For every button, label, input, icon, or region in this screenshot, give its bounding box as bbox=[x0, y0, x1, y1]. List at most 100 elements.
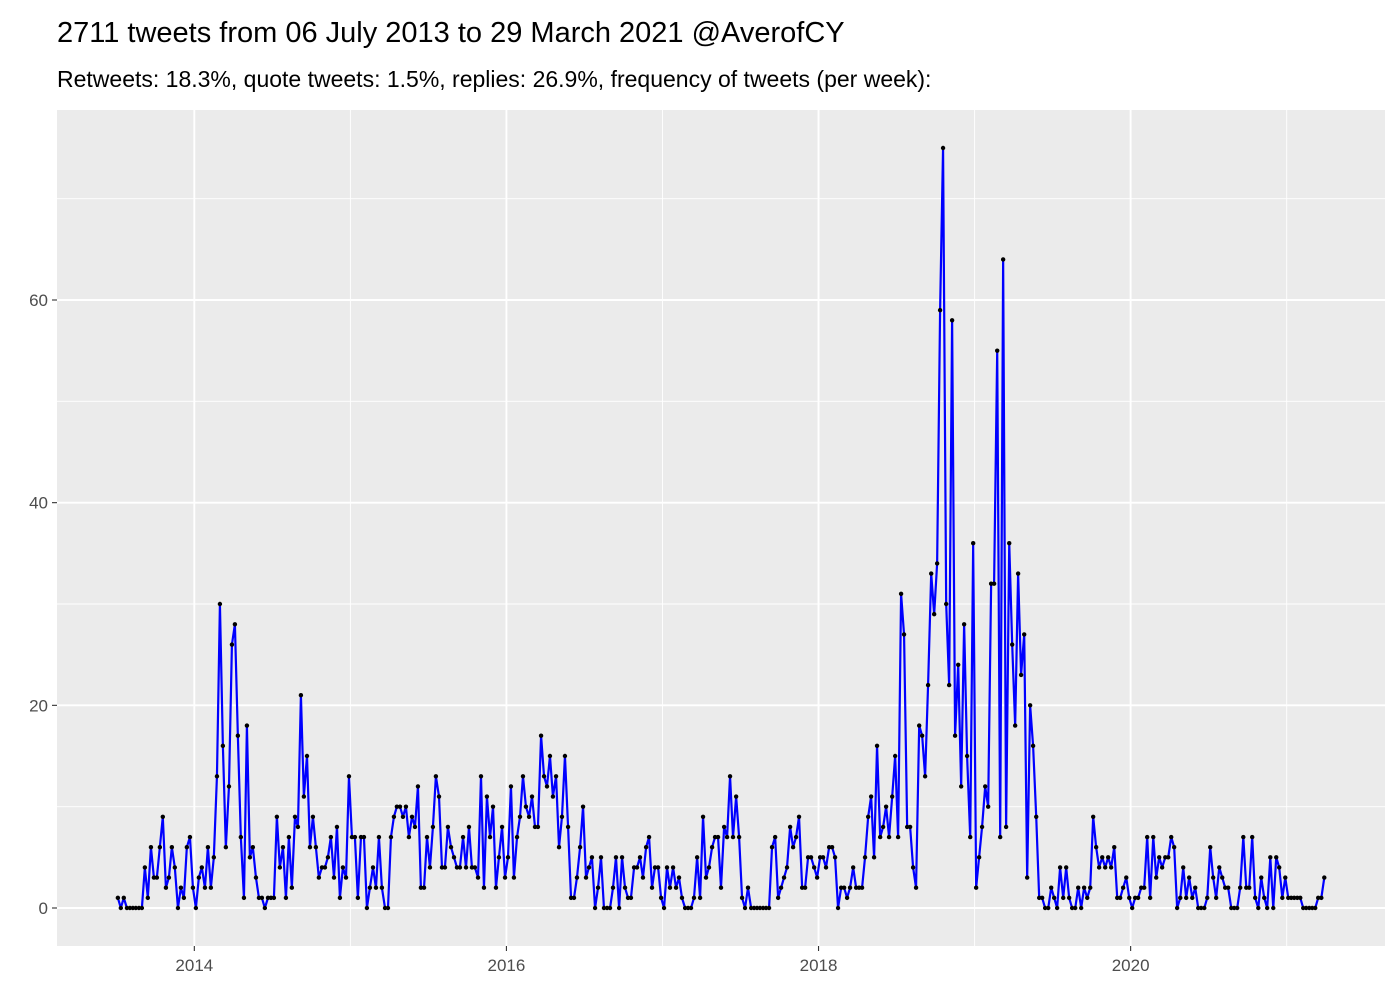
data-point bbox=[328, 834, 334, 840]
data-point bbox=[616, 905, 622, 911]
data-point bbox=[178, 885, 184, 890]
data-point bbox=[892, 753, 898, 759]
data-point bbox=[982, 784, 988, 789]
chart-title: 2711 tweets from 06 July 2013 to 29 Marc… bbox=[57, 17, 845, 49]
data-point bbox=[1090, 814, 1096, 819]
data-point bbox=[1012, 723, 1018, 728]
data-point bbox=[235, 733, 241, 738]
data-point bbox=[538, 733, 544, 738]
data-point bbox=[322, 865, 328, 870]
data-point bbox=[574, 875, 580, 880]
data-point bbox=[1108, 865, 1114, 870]
data-point bbox=[547, 753, 553, 759]
data-point bbox=[961, 622, 967, 627]
data-point bbox=[1186, 875, 1192, 880]
x-tick-label: 2014 bbox=[175, 956, 213, 975]
data-point bbox=[781, 875, 787, 880]
data-point bbox=[922, 774, 928, 779]
data-point bbox=[373, 885, 379, 890]
data-point bbox=[679, 895, 685, 901]
data-point bbox=[808, 855, 814, 860]
data-point bbox=[1210, 875, 1216, 880]
data-point bbox=[193, 905, 199, 911]
data-point bbox=[1213, 895, 1219, 901]
data-point bbox=[448, 845, 454, 850]
data-point bbox=[1220, 875, 1225, 880]
data-point bbox=[232, 622, 238, 627]
data-point bbox=[796, 814, 802, 819]
data-point bbox=[367, 885, 373, 890]
data-point bbox=[337, 895, 343, 901]
data-point bbox=[415, 784, 421, 789]
data-point bbox=[1034, 814, 1039, 819]
data-point bbox=[1120, 885, 1126, 890]
data-point bbox=[352, 834, 358, 840]
data-point bbox=[163, 885, 169, 890]
data-point bbox=[259, 895, 265, 901]
data-point bbox=[835, 905, 841, 911]
data-point bbox=[307, 845, 313, 850]
data-point bbox=[208, 885, 214, 890]
data-point bbox=[1127, 895, 1132, 901]
data-point bbox=[670, 865, 676, 870]
data-point bbox=[487, 834, 493, 840]
data-point bbox=[1129, 905, 1135, 911]
data-point bbox=[613, 855, 619, 860]
data-point bbox=[376, 834, 382, 840]
data-point bbox=[925, 682, 931, 688]
data-point bbox=[433, 774, 439, 779]
data-point bbox=[559, 814, 565, 819]
data-point bbox=[955, 662, 961, 667]
data-point bbox=[430, 824, 436, 830]
data-point bbox=[1144, 834, 1150, 840]
data-point bbox=[995, 348, 1000, 353]
data-point bbox=[709, 845, 715, 850]
data-point bbox=[1208, 845, 1213, 850]
data-point bbox=[139, 905, 145, 911]
data-point bbox=[142, 865, 148, 870]
data-point bbox=[664, 865, 670, 870]
data-point bbox=[1283, 875, 1288, 880]
data-point bbox=[934, 561, 940, 566]
data-point bbox=[1046, 905, 1051, 911]
data-point bbox=[865, 814, 871, 819]
data-point bbox=[703, 875, 709, 880]
data-point bbox=[733, 794, 739, 799]
data-point bbox=[1085, 895, 1090, 901]
data-point bbox=[643, 845, 649, 850]
data-point bbox=[1291, 895, 1297, 901]
data-point bbox=[295, 824, 301, 830]
data-point bbox=[877, 834, 883, 840]
data-point bbox=[802, 885, 808, 890]
data-point bbox=[427, 865, 433, 870]
data-point bbox=[997, 834, 1003, 840]
data-point bbox=[1057, 865, 1063, 870]
data-point bbox=[979, 824, 985, 830]
data-point bbox=[445, 824, 451, 830]
data-point bbox=[1073, 905, 1078, 911]
data-point bbox=[1264, 905, 1270, 911]
data-point bbox=[355, 895, 361, 901]
data-point bbox=[253, 875, 259, 880]
data-point bbox=[1117, 895, 1123, 901]
plot-panel bbox=[57, 110, 1385, 946]
data-point bbox=[913, 885, 919, 890]
data-point bbox=[1262, 895, 1267, 901]
data-point bbox=[715, 834, 721, 840]
data-point bbox=[535, 824, 541, 830]
data-point bbox=[115, 895, 121, 901]
data-point bbox=[190, 885, 196, 890]
data-point bbox=[499, 824, 505, 830]
data-point bbox=[583, 875, 589, 880]
data-point bbox=[661, 905, 667, 911]
data-point bbox=[991, 581, 997, 586]
data-point bbox=[1276, 865, 1282, 870]
data-point bbox=[1078, 905, 1084, 911]
data-point bbox=[775, 895, 781, 901]
data-point bbox=[943, 601, 949, 607]
data-point bbox=[1151, 834, 1156, 840]
data-point bbox=[1054, 905, 1060, 911]
data-point bbox=[931, 611, 937, 617]
data-point bbox=[217, 601, 223, 607]
data-point bbox=[1159, 865, 1165, 870]
